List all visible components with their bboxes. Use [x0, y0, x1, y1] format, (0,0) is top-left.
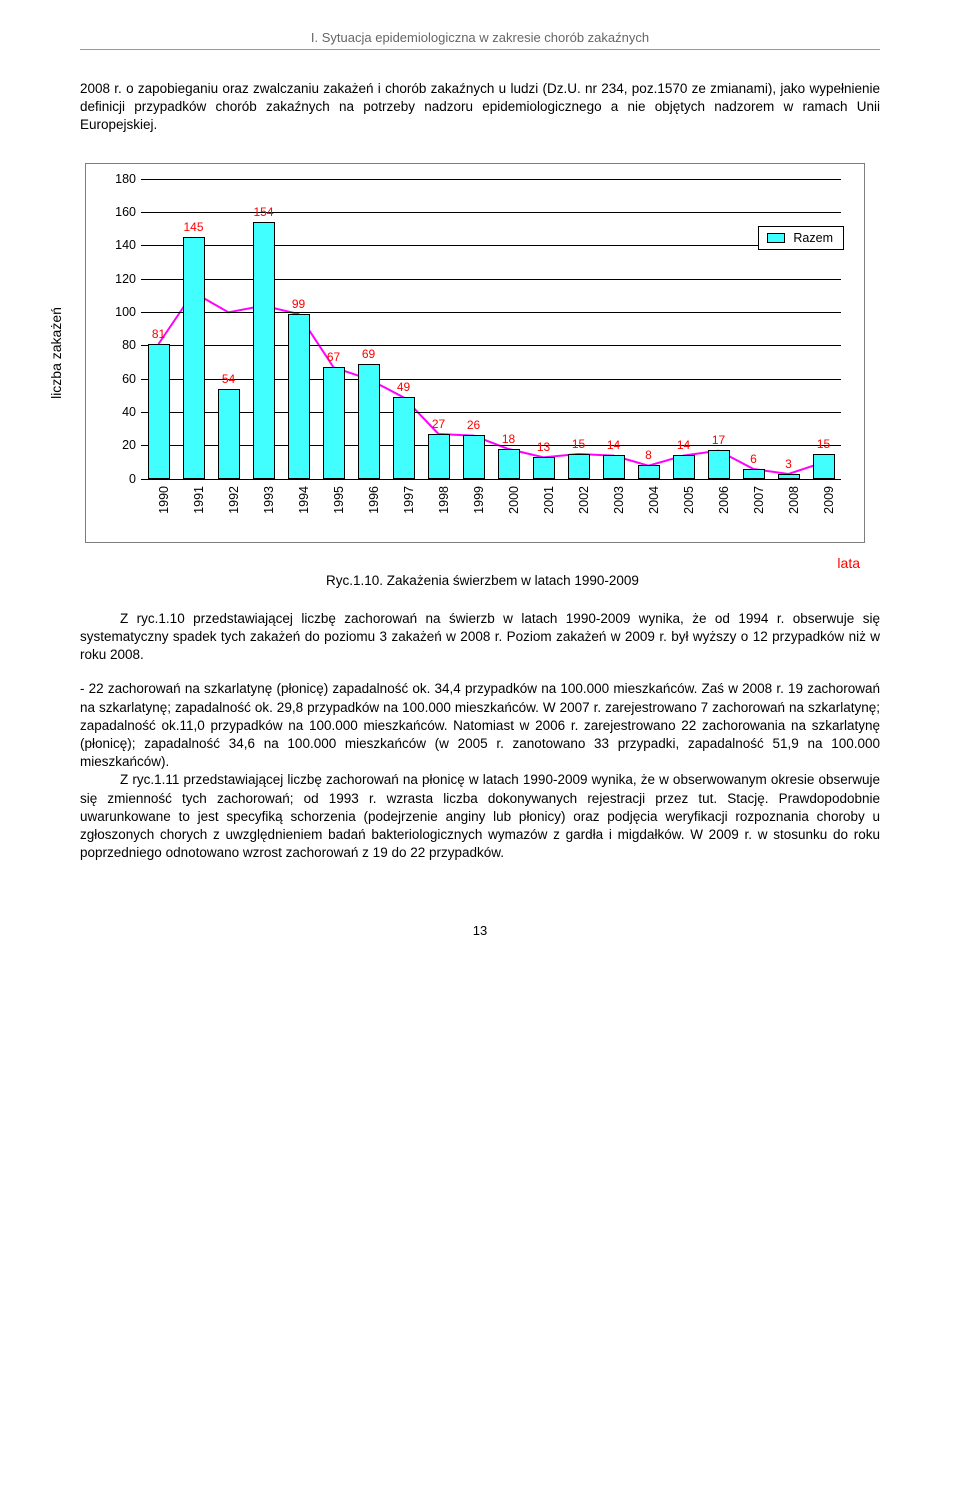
chart-box: liczba zakażeń 0204060801001201401601808… [85, 163, 865, 543]
body-p3: Z ryc.1.11 przedstawiającej liczbę zacho… [80, 771, 880, 862]
body-p2: - 22 zachorowań na szkarlatynę (płonicę)… [80, 680, 880, 771]
section-header: I. Sytuacja epidemiologiczna w zakresie … [80, 30, 880, 50]
body-p1: Z ryc.1.10 przedstawiającej liczbę zacho… [80, 610, 880, 665]
x-axis-ticks: 1990199119921993199419951996199719981999… [141, 486, 841, 536]
legend-label: Razem [793, 231, 833, 245]
x-axis-label: lata [85, 555, 860, 571]
chart-container: liczba zakażeń 0204060801001201401601808… [85, 163, 880, 588]
legend-swatch [767, 233, 785, 243]
body-text: Z ryc.1.10 przedstawiającej liczbę zacho… [80, 610, 880, 863]
page-number: 13 [80, 923, 880, 938]
intro-paragraph: 2008 r. o zapobieganiu oraz zwalczaniu z… [80, 80, 880, 135]
chart-plot: 0204060801001201401601808114554154996769… [141, 179, 841, 479]
y-axis-label: liczba zakażeń [48, 307, 64, 399]
chart-legend: Razem [758, 226, 844, 250]
figure-caption: Ryc.1.10. Zakażenia świerzbem w latach 1… [85, 573, 880, 588]
